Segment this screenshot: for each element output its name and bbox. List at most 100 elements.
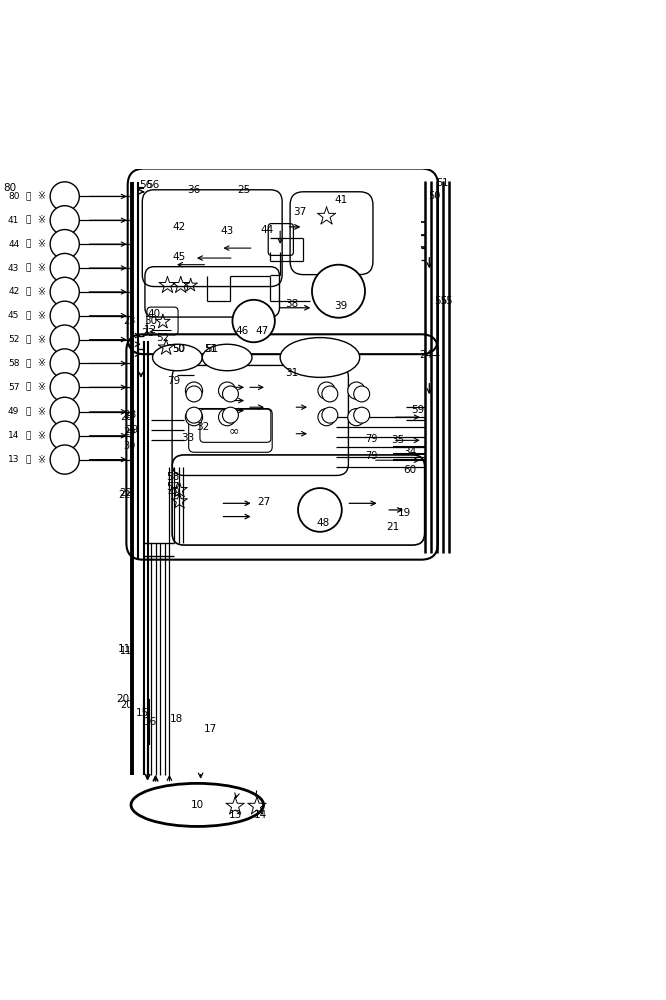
Text: 34: 34: [403, 447, 416, 457]
Circle shape: [50, 301, 79, 330]
Text: ※: ※: [37, 407, 45, 417]
Circle shape: [185, 409, 202, 426]
Text: 自: 自: [25, 192, 31, 201]
Text: 37: 37: [294, 207, 306, 217]
Text: 31: 31: [285, 368, 298, 378]
Text: 29: 29: [126, 425, 139, 435]
Ellipse shape: [280, 338, 360, 377]
Text: 14: 14: [254, 810, 267, 820]
Text: 51: 51: [205, 344, 218, 354]
Text: 45: 45: [172, 252, 186, 262]
Text: 51: 51: [204, 344, 216, 354]
Text: 28: 28: [123, 410, 137, 420]
Text: ∞: ∞: [228, 425, 239, 438]
Circle shape: [348, 382, 365, 399]
Text: 29: 29: [123, 427, 135, 437]
Text: 57: 57: [166, 482, 179, 492]
Text: 12: 12: [145, 325, 158, 335]
Text: 17: 17: [204, 724, 217, 734]
Text: 13: 13: [8, 455, 19, 464]
Circle shape: [322, 386, 338, 402]
Text: 13: 13: [228, 810, 242, 820]
Circle shape: [50, 349, 79, 378]
Circle shape: [186, 386, 202, 402]
Text: 自: 自: [25, 240, 31, 249]
Text: 自: 自: [25, 431, 31, 440]
Text: 58: 58: [8, 359, 19, 368]
Text: 79: 79: [365, 434, 377, 444]
Circle shape: [50, 373, 79, 402]
Text: ※: ※: [37, 215, 45, 225]
Text: 80: 80: [3, 183, 16, 193]
Text: 50: 50: [428, 191, 440, 201]
Text: 58: 58: [166, 472, 179, 482]
Text: 23: 23: [141, 328, 155, 338]
Text: 23: 23: [123, 316, 135, 326]
Text: 16: 16: [145, 717, 158, 727]
Text: 自: 自: [25, 216, 31, 225]
Circle shape: [298, 488, 342, 532]
Text: 20: 20: [117, 694, 130, 704]
Text: 30: 30: [145, 316, 157, 326]
Text: 27: 27: [257, 497, 270, 507]
Text: ※: ※: [37, 239, 45, 249]
Circle shape: [318, 382, 335, 399]
Text: 自: 自: [25, 455, 31, 464]
Text: 32: 32: [196, 422, 209, 432]
Text: 10: 10: [190, 800, 204, 810]
Circle shape: [50, 445, 79, 474]
Text: 自: 自: [25, 287, 31, 296]
Text: 49: 49: [8, 407, 19, 416]
Text: 57: 57: [8, 383, 19, 392]
Circle shape: [232, 300, 275, 342]
Circle shape: [318, 409, 335, 426]
Text: 46: 46: [235, 326, 248, 336]
Text: 52: 52: [8, 335, 19, 344]
Circle shape: [50, 325, 79, 354]
Circle shape: [50, 206, 79, 235]
Text: 11: 11: [120, 646, 132, 656]
Text: 51: 51: [436, 178, 449, 188]
Text: 42: 42: [172, 222, 186, 232]
Text: 47: 47: [256, 326, 269, 336]
Text: 38: 38: [286, 299, 299, 309]
Text: 41: 41: [8, 216, 19, 225]
Text: 60: 60: [403, 465, 416, 475]
Text: 42: 42: [8, 287, 19, 296]
Text: 44: 44: [8, 240, 19, 249]
Circle shape: [185, 382, 202, 399]
Circle shape: [322, 407, 338, 423]
Text: 50: 50: [172, 344, 185, 354]
Text: 18: 18: [169, 714, 182, 724]
Circle shape: [222, 407, 238, 423]
Text: 25: 25: [237, 185, 250, 195]
Circle shape: [50, 397, 79, 426]
Text: 22: 22: [118, 490, 131, 500]
Text: 80: 80: [8, 192, 19, 201]
Text: 24: 24: [420, 350, 433, 360]
Text: 15: 15: [136, 708, 149, 718]
Text: 40: 40: [148, 309, 161, 319]
FancyBboxPatch shape: [188, 409, 272, 452]
Text: ※: ※: [37, 382, 45, 392]
Text: 79: 79: [167, 376, 180, 386]
Text: 28: 28: [120, 412, 133, 422]
Circle shape: [354, 386, 370, 402]
Text: 56: 56: [140, 180, 153, 190]
Circle shape: [312, 265, 365, 318]
Text: 56: 56: [147, 180, 160, 190]
Text: 自: 自: [25, 264, 31, 273]
Text: ※: ※: [37, 358, 45, 368]
Text: 55: 55: [435, 296, 448, 306]
Ellipse shape: [202, 344, 252, 371]
Circle shape: [50, 182, 79, 211]
Text: 36: 36: [187, 185, 200, 195]
Text: 50: 50: [172, 344, 185, 354]
Text: ※: ※: [37, 335, 45, 345]
Text: 21: 21: [386, 522, 400, 532]
Text: 55: 55: [441, 296, 453, 306]
Ellipse shape: [131, 783, 264, 826]
Text: 自: 自: [25, 359, 31, 368]
Text: 自: 自: [25, 311, 31, 320]
Circle shape: [50, 253, 79, 283]
